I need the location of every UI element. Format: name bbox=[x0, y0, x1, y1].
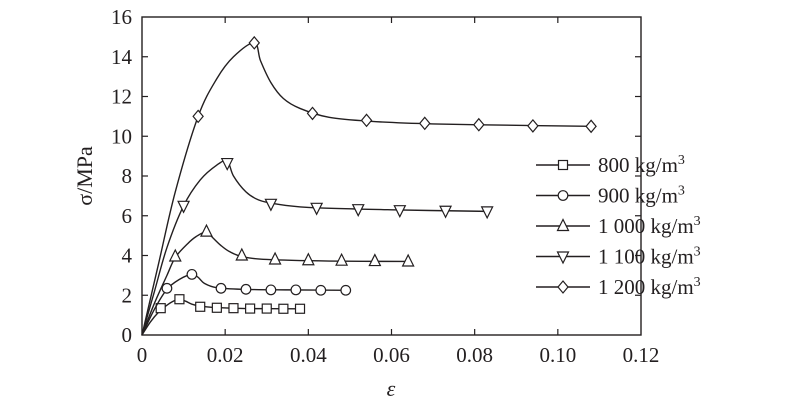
legend-marker bbox=[556, 251, 570, 265]
data-point bbox=[245, 303, 256, 314]
data-point bbox=[401, 253, 415, 267]
y-tick-label: 0 bbox=[122, 323, 133, 347]
data-point bbox=[215, 282, 227, 294]
y-tick-label: 14 bbox=[111, 45, 133, 69]
series-2 bbox=[141, 223, 415, 336]
data-point bbox=[177, 200, 191, 214]
data-point bbox=[268, 251, 282, 265]
data-point bbox=[199, 223, 213, 237]
y-tick-label: 12 bbox=[111, 85, 132, 109]
data-point bbox=[195, 301, 206, 312]
series-4 bbox=[141, 35, 597, 336]
data-point bbox=[393, 205, 407, 219]
data-point bbox=[360, 113, 373, 128]
data-point bbox=[235, 247, 249, 261]
data-point bbox=[351, 204, 365, 218]
x-axis-label: ε bbox=[387, 376, 396, 401]
data-point bbox=[480, 206, 494, 220]
data-point bbox=[278, 303, 289, 314]
y-tick-label: 16 bbox=[111, 5, 132, 29]
data-point bbox=[315, 284, 327, 296]
data-point bbox=[192, 109, 204, 124]
y-tick-label: 10 bbox=[111, 124, 132, 148]
series-line bbox=[141, 42, 592, 336]
series-line bbox=[141, 159, 488, 336]
legend-label: 900 kg/m3 bbox=[598, 184, 685, 208]
series-1 bbox=[141, 268, 352, 336]
series-line bbox=[141, 273, 350, 336]
data-point bbox=[368, 253, 382, 267]
x-tick-label: 0.08 bbox=[456, 343, 493, 367]
data-point bbox=[261, 303, 272, 314]
y-axis-label: σ/MPa bbox=[72, 146, 97, 206]
legend-label: 1 100 kg/m3 bbox=[598, 245, 701, 269]
data-point bbox=[174, 294, 185, 305]
data-point bbox=[585, 119, 597, 134]
x-tick-label: 0.04 bbox=[290, 343, 327, 367]
x-tick-label: 0.10 bbox=[539, 343, 576, 367]
legend-marker bbox=[557, 280, 569, 294]
series-0 bbox=[141, 294, 306, 336]
y-tick-label: 2 bbox=[122, 283, 133, 307]
data-point bbox=[168, 248, 182, 262]
legend-item: 1 200 kg/m3 bbox=[536, 275, 701, 299]
data-point bbox=[527, 118, 539, 133]
legend-marker bbox=[556, 218, 570, 232]
data-point bbox=[439, 205, 453, 219]
data-point bbox=[294, 303, 306, 314]
data-point bbox=[473, 117, 485, 132]
data-point bbox=[211, 302, 222, 313]
legend-item: 900 kg/m3 bbox=[536, 184, 685, 208]
legend: 800 kg/m3 900 kg/m3 1 000 kg/m3 1 100 kg/m3… bbox=[536, 153, 701, 299]
data-point bbox=[240, 283, 252, 295]
data-point bbox=[220, 157, 234, 171]
x-tick-label: 0 bbox=[137, 343, 148, 367]
legend-label: 1 200 kg/m3 bbox=[598, 275, 701, 299]
data-point bbox=[418, 116, 431, 131]
x-tick-label: 0.06 bbox=[373, 343, 410, 367]
ticks: 0 0.02 0.04 0.06 0.08 0.10 0.12 0 2 4 6 8 10 12 14 16 bbox=[111, 5, 659, 367]
data-point bbox=[248, 35, 261, 50]
data-point bbox=[301, 252, 315, 266]
legend-item: 1 000 kg/m3 bbox=[536, 214, 701, 238]
data-point bbox=[265, 284, 277, 296]
y-tick-label: 6 bbox=[122, 204, 133, 228]
data-point bbox=[155, 303, 166, 314]
series-layer bbox=[141, 35, 597, 336]
data-point bbox=[310, 202, 324, 216]
data-point bbox=[290, 284, 302, 296]
legend-marker bbox=[557, 159, 569, 171]
legend-item: 1 100 kg/m3 bbox=[536, 245, 701, 269]
data-point bbox=[340, 284, 352, 296]
legend-marker bbox=[557, 190, 569, 201]
data-point bbox=[228, 303, 239, 314]
x-tick-label: 0.02 bbox=[207, 343, 244, 367]
data-point bbox=[306, 106, 319, 121]
y-tick-label: 4 bbox=[122, 244, 133, 268]
data-point bbox=[335, 252, 349, 266]
data-point bbox=[264, 198, 278, 212]
legend-label: 800 kg/m3 bbox=[598, 153, 685, 177]
series-line bbox=[141, 230, 409, 336]
data-point bbox=[186, 268, 198, 280]
legend-item: 800 kg/m3 bbox=[536, 153, 685, 177]
series-3 bbox=[141, 157, 494, 336]
data-point bbox=[161, 282, 173, 294]
x-tick-label: 0.12 bbox=[623, 343, 660, 367]
y-tick-label: 8 bbox=[122, 164, 133, 188]
legend-label: 1 000 kg/m3 bbox=[598, 214, 701, 238]
